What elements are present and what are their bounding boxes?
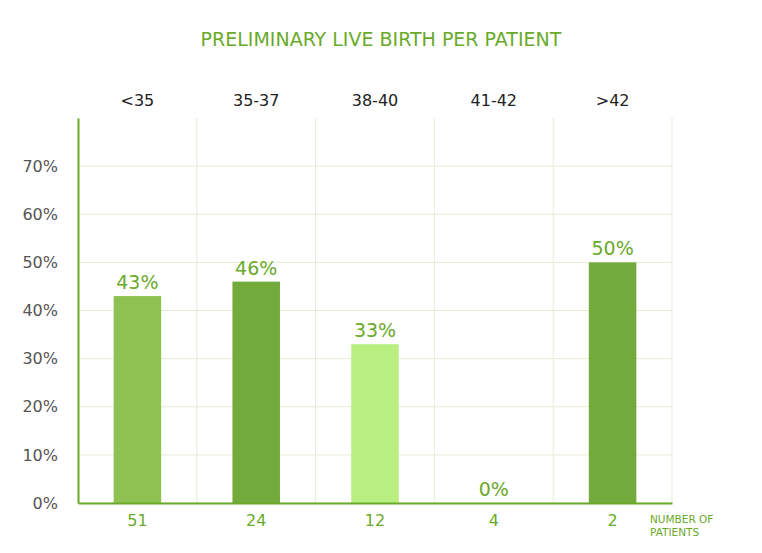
data-label: 43% xyxy=(116,271,158,293)
y-tick: 0% xyxy=(33,494,78,513)
y-tick-label: 70% xyxy=(22,157,58,176)
y-tick: 30% xyxy=(22,349,78,368)
category-tick: 35-37 xyxy=(233,91,280,118)
data-label: 50% xyxy=(591,237,633,259)
patients-label: 51 xyxy=(127,511,147,530)
patients-tick: 24 xyxy=(246,503,266,530)
grid-line xyxy=(78,503,672,504)
grid-line-vertical xyxy=(553,118,554,503)
y-tick-label: 50% xyxy=(22,253,58,272)
grid-line-vertical xyxy=(315,118,316,503)
category-tick: 38-40 xyxy=(352,91,399,118)
category-tick: <35 xyxy=(121,91,155,118)
y-tick-label: 30% xyxy=(22,349,58,368)
patients-label: 2 xyxy=(608,511,618,530)
y-tick: 40% xyxy=(22,301,78,320)
y-tick: 60% xyxy=(22,205,78,224)
patients-tick: 4 xyxy=(489,503,499,530)
y-axis-line xyxy=(78,119,80,504)
title: PRELIMINARY LIVE BIRTH PER PATIENT xyxy=(201,28,562,50)
y-tick-label: 20% xyxy=(22,397,58,416)
category-label: 38-40 xyxy=(352,91,399,110)
patients-tick: 12 xyxy=(365,503,385,530)
patients-tick: 51 xyxy=(127,503,147,530)
grid-line-vertical xyxy=(434,118,435,503)
y-tick: 10% xyxy=(22,445,78,464)
x-axis: 51 24 12 4 2 xyxy=(79,503,673,530)
data-label: 33% xyxy=(354,319,396,341)
category-tick: >42 xyxy=(596,91,630,118)
patients-label: 12 xyxy=(365,511,385,530)
bar xyxy=(114,296,162,503)
grid-line-vertical xyxy=(672,118,673,503)
patients-label: 24 xyxy=(246,511,266,530)
y-tick: 70% xyxy=(22,157,78,176)
category-label: <35 xyxy=(121,91,155,110)
y-tick-label: 0% xyxy=(33,494,58,513)
y-tick-label: 60% xyxy=(22,205,58,224)
category-axis: <35 35-37 38-40 41-42 >42 xyxy=(121,91,630,118)
category-label: 41-42 xyxy=(471,91,518,110)
bar xyxy=(351,344,399,503)
data-label: 0% xyxy=(479,478,509,500)
y-tick: 50% xyxy=(22,253,78,272)
chart-svg: PRELIMINARY LIVE BIRTH PER PATIENT 43% 46%… xyxy=(0,0,762,553)
patients-tick: 2 xyxy=(608,503,618,530)
bars xyxy=(114,262,637,503)
category-tick: 41-42 xyxy=(471,91,518,118)
y-tick: 20% xyxy=(22,397,78,416)
grid-line xyxy=(78,214,672,215)
bar xyxy=(232,282,280,503)
patients-caption: NUMBER OFPATIENTS xyxy=(650,513,713,538)
grid xyxy=(78,118,672,503)
grid-line xyxy=(78,310,672,311)
patients-label: 4 xyxy=(489,511,499,530)
y-tick-label: 10% xyxy=(22,445,58,464)
x-axis-line xyxy=(79,503,673,505)
chart-container: PRELIMINARY LIVE BIRTH PER PATIENT 43% 46%… xyxy=(0,0,762,553)
category-label: >42 xyxy=(596,91,630,110)
data-labels: 43% 46% 33% 0% 50% xyxy=(116,237,633,500)
bar xyxy=(589,262,637,503)
category-label: 35-37 xyxy=(233,91,280,110)
grid-line xyxy=(78,262,672,263)
grid-line-vertical xyxy=(196,118,197,503)
y-tick-label: 40% xyxy=(22,301,58,320)
y-axis: 0% 10% 20% 30% 40% 50% 60% 70% xyxy=(22,119,78,513)
data-label: 46% xyxy=(235,257,277,279)
grid-line xyxy=(78,166,672,167)
